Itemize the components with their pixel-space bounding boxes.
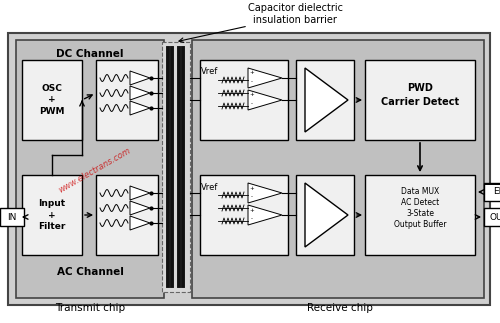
Bar: [22, 175, 82, 255]
Polygon shape: [130, 201, 150, 215]
Bar: [296, 175, 354, 255]
Text: -: -: [251, 194, 253, 200]
Bar: [96, 60, 158, 140]
Text: -: -: [251, 79, 253, 85]
Text: +: +: [250, 70, 254, 76]
Bar: [16, 40, 164, 298]
Polygon shape: [248, 68, 282, 88]
Bar: [296, 60, 354, 140]
Text: Transmit chip: Transmit chip: [55, 303, 125, 313]
Text: Receive chip: Receive chip: [307, 303, 373, 313]
Polygon shape: [248, 183, 282, 203]
Polygon shape: [130, 216, 150, 230]
Bar: [96, 175, 158, 255]
Text: -: -: [251, 216, 253, 222]
Bar: [365, 175, 475, 255]
Bar: [200, 175, 288, 255]
Text: AC Channel: AC Channel: [56, 267, 124, 277]
Polygon shape: [130, 71, 150, 85]
Bar: [162, 42, 190, 292]
Text: EN: EN: [493, 187, 500, 196]
Bar: [192, 40, 484, 298]
Text: +: +: [250, 207, 254, 213]
Bar: [0, 208, 24, 226]
Text: OUT: OUT: [490, 213, 500, 222]
Text: +: +: [250, 185, 254, 191]
Bar: [365, 60, 475, 140]
Text: Input
+
Filter: Input + Filter: [38, 199, 66, 231]
Bar: [22, 60, 82, 140]
Text: www.electrans.com: www.electrans.com: [57, 146, 133, 194]
Text: Capacitor dielectric
insulation barrier: Capacitor dielectric insulation barrier: [248, 3, 342, 25]
Text: +: +: [250, 92, 254, 98]
Text: PWD
Carrier Detect: PWD Carrier Detect: [381, 83, 459, 107]
Polygon shape: [130, 101, 150, 115]
Polygon shape: [248, 90, 282, 110]
Polygon shape: [305, 68, 348, 132]
Text: Vref: Vref: [202, 68, 218, 77]
Bar: [200, 60, 288, 140]
Text: -: -: [251, 101, 253, 107]
Text: Data MUX
AC Detect
3-State
Output Buffer: Data MUX AC Detect 3-State Output Buffer: [394, 187, 446, 229]
Bar: [484, 208, 500, 226]
Text: IN: IN: [8, 213, 16, 222]
Polygon shape: [305, 183, 348, 247]
Text: DC Channel: DC Channel: [56, 49, 124, 59]
Polygon shape: [130, 186, 150, 200]
Text: OSC
+
PWM: OSC + PWM: [39, 84, 65, 116]
Polygon shape: [130, 86, 150, 100]
Bar: [484, 183, 500, 201]
Bar: [8, 33, 490, 305]
Polygon shape: [248, 205, 282, 225]
Text: Vref: Vref: [202, 182, 218, 192]
